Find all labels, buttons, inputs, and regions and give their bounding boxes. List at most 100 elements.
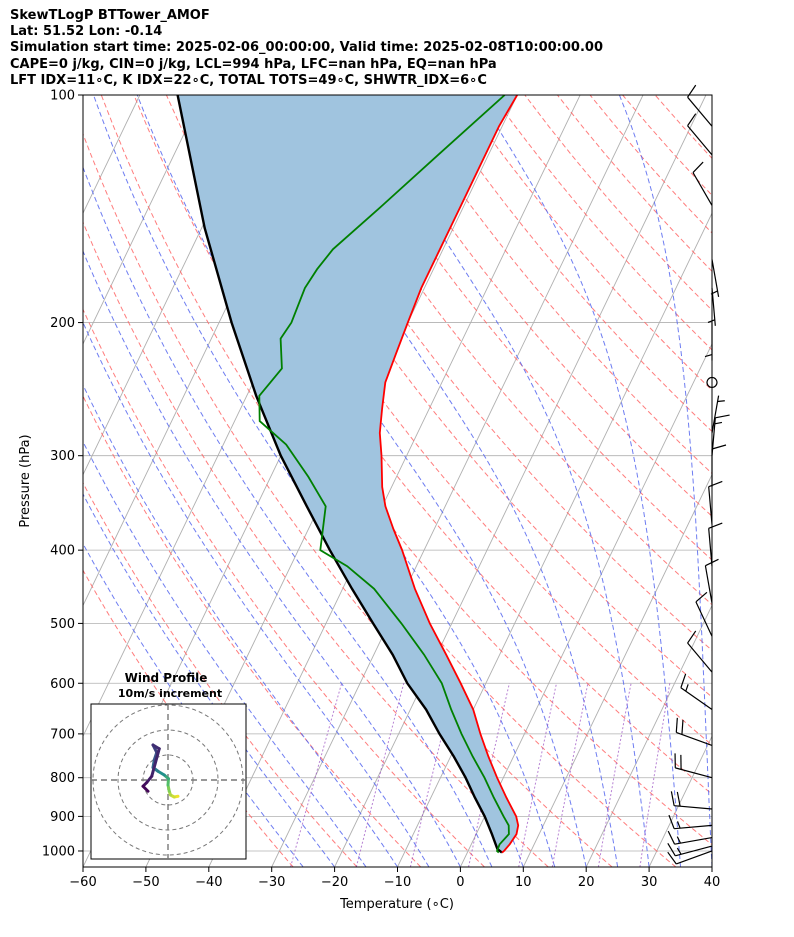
wind-barb bbox=[667, 830, 713, 845]
y-tick-label: 700 bbox=[50, 727, 75, 742]
moist-adiabat bbox=[83, 321, 430, 867]
barb-staff bbox=[680, 687, 713, 711]
barb-flag bbox=[670, 791, 675, 806]
barb-half-flag bbox=[714, 421, 723, 425]
moist-adiabat bbox=[83, 440, 367, 867]
dry-adiabat bbox=[491, 95, 712, 351]
barb-staff bbox=[687, 125, 713, 156]
wind-barb bbox=[711, 395, 725, 434]
y-tick-label: 400 bbox=[50, 544, 75, 559]
y-tick-label: 200 bbox=[50, 316, 75, 331]
x-tick-label: 30 bbox=[641, 875, 658, 890]
y-tick-label: 900 bbox=[50, 810, 75, 825]
barb-half-flag bbox=[685, 684, 689, 692]
barb-staff bbox=[687, 642, 713, 673]
title-line-1: SkewTLogP BTTower_AMOF bbox=[10, 8, 210, 23]
barb-staff bbox=[704, 565, 713, 604]
y-axis-label: Pressure (hPa) bbox=[18, 434, 33, 527]
barb-staff bbox=[676, 731, 713, 746]
barb-staff bbox=[708, 486, 713, 525]
dry-adiabat bbox=[296, 95, 712, 606]
mixing-ratio-line bbox=[551, 683, 589, 867]
x-tick-label: −60 bbox=[69, 875, 96, 890]
x-tick-label: −50 bbox=[132, 875, 159, 890]
x-tick-label: 0 bbox=[456, 875, 464, 890]
isotherm bbox=[648, 735, 712, 867]
x-tick-label: 40 bbox=[704, 875, 721, 890]
y-tick-label: 300 bbox=[50, 449, 75, 464]
wind-barb bbox=[708, 480, 723, 525]
dewpoint-line bbox=[258, 95, 510, 854]
moist-adiabat bbox=[353, 95, 650, 867]
barb-flag bbox=[692, 161, 704, 173]
title-line-3: Simulation start time: 2025-02-06_00:00:… bbox=[10, 40, 603, 56]
dry-adiabat bbox=[394, 95, 712, 475]
barb-flag bbox=[668, 814, 675, 829]
hodograph-title: Wind Profile bbox=[125, 671, 208, 685]
moist-adiabat bbox=[618, 95, 712, 867]
barb-half-flag bbox=[717, 400, 725, 403]
dry-adiabat bbox=[231, 95, 712, 698]
title-block: SkewTLogP BTTower_AMOF Lat: 51.52 Lon: -… bbox=[10, 8, 603, 89]
wind-barb bbox=[687, 84, 713, 127]
y-tick-label: 600 bbox=[50, 677, 75, 692]
barb-flag bbox=[695, 591, 708, 603]
wind-barb bbox=[711, 414, 730, 456]
wind-barb bbox=[667, 843, 713, 857]
y-tick-label: 800 bbox=[50, 771, 75, 786]
x-tick-label: −30 bbox=[258, 875, 285, 890]
dry-adiabat bbox=[100, 95, 677, 867]
wind-barb bbox=[704, 322, 713, 361]
barb-flag bbox=[708, 522, 723, 529]
hodograph-inset: Wind Profile 10m/s increment bbox=[90, 671, 247, 860]
dry-adiabat bbox=[83, 308, 485, 867]
isotherm bbox=[711, 865, 712, 867]
barb-half-flag bbox=[676, 821, 681, 829]
isotherm bbox=[775, 95, 794, 867]
mixing-ratio-line bbox=[518, 683, 557, 867]
barb-staff bbox=[675, 845, 713, 857]
wind-barb bbox=[692, 161, 713, 206]
dry-adiabat bbox=[83, 569, 294, 867]
barb-staff bbox=[674, 805, 713, 810]
barb-half-flag bbox=[676, 836, 682, 844]
x-axis-label: Temperature (∘C) bbox=[339, 897, 454, 912]
barb-staff bbox=[676, 850, 713, 865]
moist-adiabat bbox=[476, 95, 681, 867]
barb-flag bbox=[675, 717, 678, 733]
moist-adiabat bbox=[261, 95, 619, 867]
wind-barb bbox=[687, 113, 713, 156]
barb-flag bbox=[680, 673, 687, 688]
moist-adiabat bbox=[83, 166, 493, 867]
wind-barb bbox=[680, 673, 713, 711]
hodograph-segment bbox=[150, 747, 161, 778]
dry-adiabat bbox=[361, 95, 712, 517]
barb-staff bbox=[674, 824, 713, 830]
barb-flag bbox=[667, 843, 676, 857]
dry-adiabat bbox=[133, 95, 712, 846]
barb-flag bbox=[687, 84, 697, 98]
y-tick-label: 100 bbox=[50, 89, 75, 104]
y-tick-label: 1000 bbox=[42, 844, 75, 859]
barb-staff bbox=[695, 601, 713, 637]
title-line-2: Lat: 51.52 Lon: -0.14 bbox=[10, 24, 163, 40]
wind-barb bbox=[687, 630, 713, 673]
moist-adiabat bbox=[83, 542, 304, 867]
barb-staff bbox=[708, 528, 713, 567]
barb-half-flag bbox=[704, 353, 713, 358]
barb-half-flag bbox=[676, 847, 682, 855]
dry-adiabat bbox=[589, 95, 712, 234]
isotherm bbox=[585, 604, 712, 867]
x-tick-label: −40 bbox=[195, 875, 222, 890]
wind-barb bbox=[708, 522, 723, 567]
isotherm bbox=[271, 95, 644, 867]
moist-adiabat bbox=[83, 383, 398, 867]
barb-staff bbox=[711, 287, 716, 326]
isotherm bbox=[0, 95, 14, 867]
isotherm bbox=[522, 473, 712, 867]
barb-flag bbox=[711, 444, 727, 450]
wind-barb bbox=[710, 259, 720, 297]
dry-adiabat bbox=[654, 95, 712, 159]
dry-adiabat bbox=[426, 95, 712, 433]
title-line-5: LFT IDX=11∘C, K IDX=22∘C, TOTAL TOTS=49∘… bbox=[10, 72, 487, 88]
